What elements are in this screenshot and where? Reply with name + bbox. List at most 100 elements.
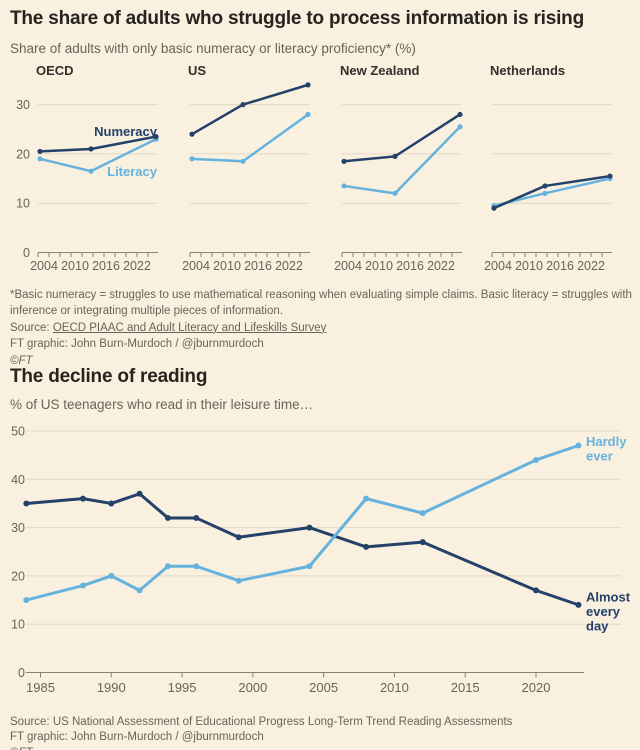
hardly-ever-point (108, 572, 115, 579)
y-tick-label: 30 (16, 98, 30, 112)
chart1-source-link[interactable]: OECD PIAAC and Adult Literacy and Lifesk… (52, 321, 327, 334)
y-tick-label: 0 (23, 246, 30, 260)
almost-every-day-point (23, 500, 30, 507)
almost-every-day-point (136, 490, 143, 497)
panel-label: US (188, 63, 206, 78)
chart1-source-line: Source: OECD PIAAC and Adult Literacy an… (10, 320, 636, 336)
x-tick-label: 2004 (334, 259, 362, 273)
numeracy-point (491, 205, 497, 211)
y-tick-label: 30 (11, 521, 25, 535)
x-tick-label: 2016 (244, 259, 272, 273)
chart1-panel-us: 2004 2010 2016 2022 US (182, 63, 311, 273)
numeracy-point (542, 183, 548, 189)
x-tick-label: 2016 (546, 259, 574, 273)
hardly-ever-point (164, 563, 171, 570)
chart2-source-line: Source: US National Assessment of Educat… (10, 716, 513, 728)
panel-label: New Zealand (340, 63, 420, 78)
end-label-hardly-ever: Hardly (586, 434, 627, 449)
chart2-footer-block: Source: US National Assessment of Educat… (10, 715, 636, 750)
chart1-panel-netherlands: 2004 2010 2016 2022 Netherlands (484, 63, 613, 273)
x-tick-label: 2010 (380, 680, 409, 695)
hardly-ever-point (306, 563, 313, 570)
almost-every-day-point (575, 601, 582, 608)
x-tick-label: 2004 (30, 259, 58, 273)
x-tick-label: 2000 (238, 680, 267, 695)
almost-every-day-point (164, 514, 171, 521)
x-tick-label: 1985 (26, 680, 55, 695)
x-tick-label: 2004 (182, 259, 210, 273)
x-tick-label: 1995 (168, 680, 197, 695)
hardly-ever-line (24, 443, 580, 602)
hardly-ever-point (235, 577, 242, 584)
x-tick-label: 2010 (213, 259, 241, 273)
chart1-copyright: ©FT (10, 354, 33, 367)
numeracy-point (37, 148, 43, 155)
numeracy-point (607, 173, 613, 179)
literacy-point (305, 111, 311, 118)
x-tick-label: 2022 (123, 259, 151, 273)
x-tick-label: 2004 (484, 259, 512, 273)
almost-every-day-point (79, 495, 86, 502)
chart2-title: The decline of reading (10, 366, 208, 387)
hardly-ever-point (419, 510, 426, 517)
literacy-point (37, 156, 43, 162)
literacy-point (392, 190, 398, 196)
almost-every-day-line (24, 492, 580, 607)
x-tick-label: 2022 (427, 259, 455, 273)
numeracy-point (392, 153, 398, 159)
chart1-title: The share of adults who struggle to proc… (10, 8, 584, 29)
x-tick-label: 2016 (92, 259, 120, 273)
numeracy-point (305, 82, 311, 88)
y-tick-label: 40 (11, 473, 25, 487)
chart1-subtitle: Share of adults with only basic numeracy… (10, 41, 416, 56)
chart1-panel-new-zealand: 2004 2010 2016 2022 New Zealand (334, 63, 463, 273)
y-tick-label: 20 (11, 569, 25, 583)
numeracy-point (240, 102, 246, 108)
chart1-footnote-line2: inference or integrating multiple pieces… (10, 305, 283, 318)
numeracy-point (341, 158, 347, 164)
y-tick-label: 10 (16, 197, 30, 211)
almost-every-day-point (108, 500, 115, 507)
y-tick-label: 50 (11, 425, 25, 439)
numeracy-point (153, 134, 159, 140)
hardly-ever-point (363, 495, 370, 502)
x-tick-label: 2016 (396, 259, 424, 273)
y-tick-label: 10 (11, 618, 25, 632)
panel-label: OECD (36, 63, 74, 78)
hardly-ever-point (79, 582, 86, 589)
numeracy-point (457, 111, 463, 118)
end-label-hardly-ever: ever (586, 449, 613, 464)
almost-every-day-point (235, 534, 242, 541)
panel-label: Netherlands (490, 63, 565, 78)
legend-numeracy: Numeracy (94, 124, 158, 139)
literacy-point (88, 168, 94, 174)
almost-every-day-point (532, 587, 539, 594)
literacy-point (240, 158, 246, 164)
chart1-panel-oecd: 2004 2010 2016 2022 OECD (30, 63, 159, 273)
hardly-ever-point (23, 597, 30, 604)
hardly-ever-point (193, 563, 200, 570)
end-label-almost-every-day: every (586, 604, 621, 619)
literacy-point (542, 190, 548, 196)
chart2-copyright: ©FT (10, 746, 636, 750)
x-tick-label: 2005 (309, 680, 338, 695)
x-tick-label: 2010 (61, 259, 89, 273)
hardly-ever-point (532, 456, 539, 463)
x-tick-label: 2010 (515, 259, 543, 273)
literacy-point (457, 124, 463, 130)
chart1-source-label: Source: (10, 321, 53, 334)
end-label-almost-every-day: day (586, 619, 609, 634)
legend-literacy: Literacy (107, 164, 158, 179)
x-tick-label: 2022 (275, 259, 303, 273)
x-tick-label: 1990 (97, 680, 126, 695)
end-label-almost-every-day: Almost (586, 590, 631, 605)
numeracy-point (88, 146, 94, 152)
chart2-subtitle: % of US teenagers who read in their leis… (10, 397, 314, 412)
numeracy-point (189, 131, 195, 137)
almost-every-day-point (193, 514, 200, 521)
literacy-point (341, 183, 347, 189)
y-tick-label: 20 (16, 147, 30, 161)
almost-every-day-point (363, 543, 370, 550)
